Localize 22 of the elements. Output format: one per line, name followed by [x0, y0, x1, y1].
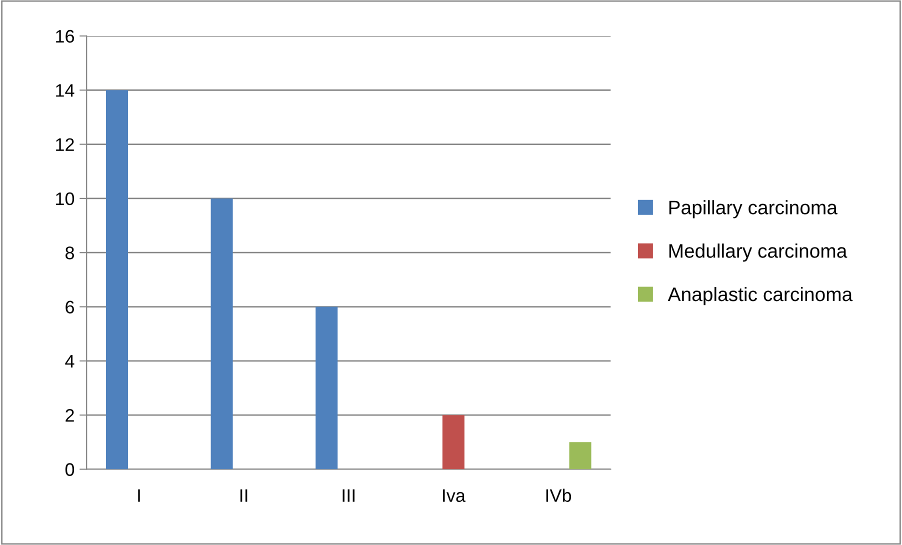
y-tick-label: 4: [65, 355, 74, 368]
y-tick-label: 6: [66, 300, 74, 314]
x-tick-label: I: [138, 489, 140, 502]
y-tick-label: 14: [56, 84, 74, 97]
y-tick-label: 8: [66, 246, 74, 260]
x-tick-label: II: [240, 489, 248, 502]
legend-label: Anaplastic carcinoma: [668, 286, 853, 306]
y-tick-label: 10: [56, 192, 74, 206]
y-tick-label: 12: [56, 138, 74, 151]
x-tick-label: III: [342, 489, 354, 502]
y-tick-label: 16: [56, 30, 74, 43]
y-tick-label: 0: [65, 463, 74, 476]
y-tick-label: 2: [66, 409, 74, 422]
bar: [106, 90, 128, 470]
x-tick-label: Iva: [443, 489, 466, 502]
x-tick-label: IVb: [546, 488, 572, 502]
bar: [569, 442, 592, 470]
legend-label: Medullary carcinoma: [669, 244, 848, 262]
bar: [316, 306, 338, 470]
bar: [442, 415, 464, 470]
bar: [210, 198, 233, 470]
legend-label: Papillary carcinoma: [669, 200, 838, 218]
